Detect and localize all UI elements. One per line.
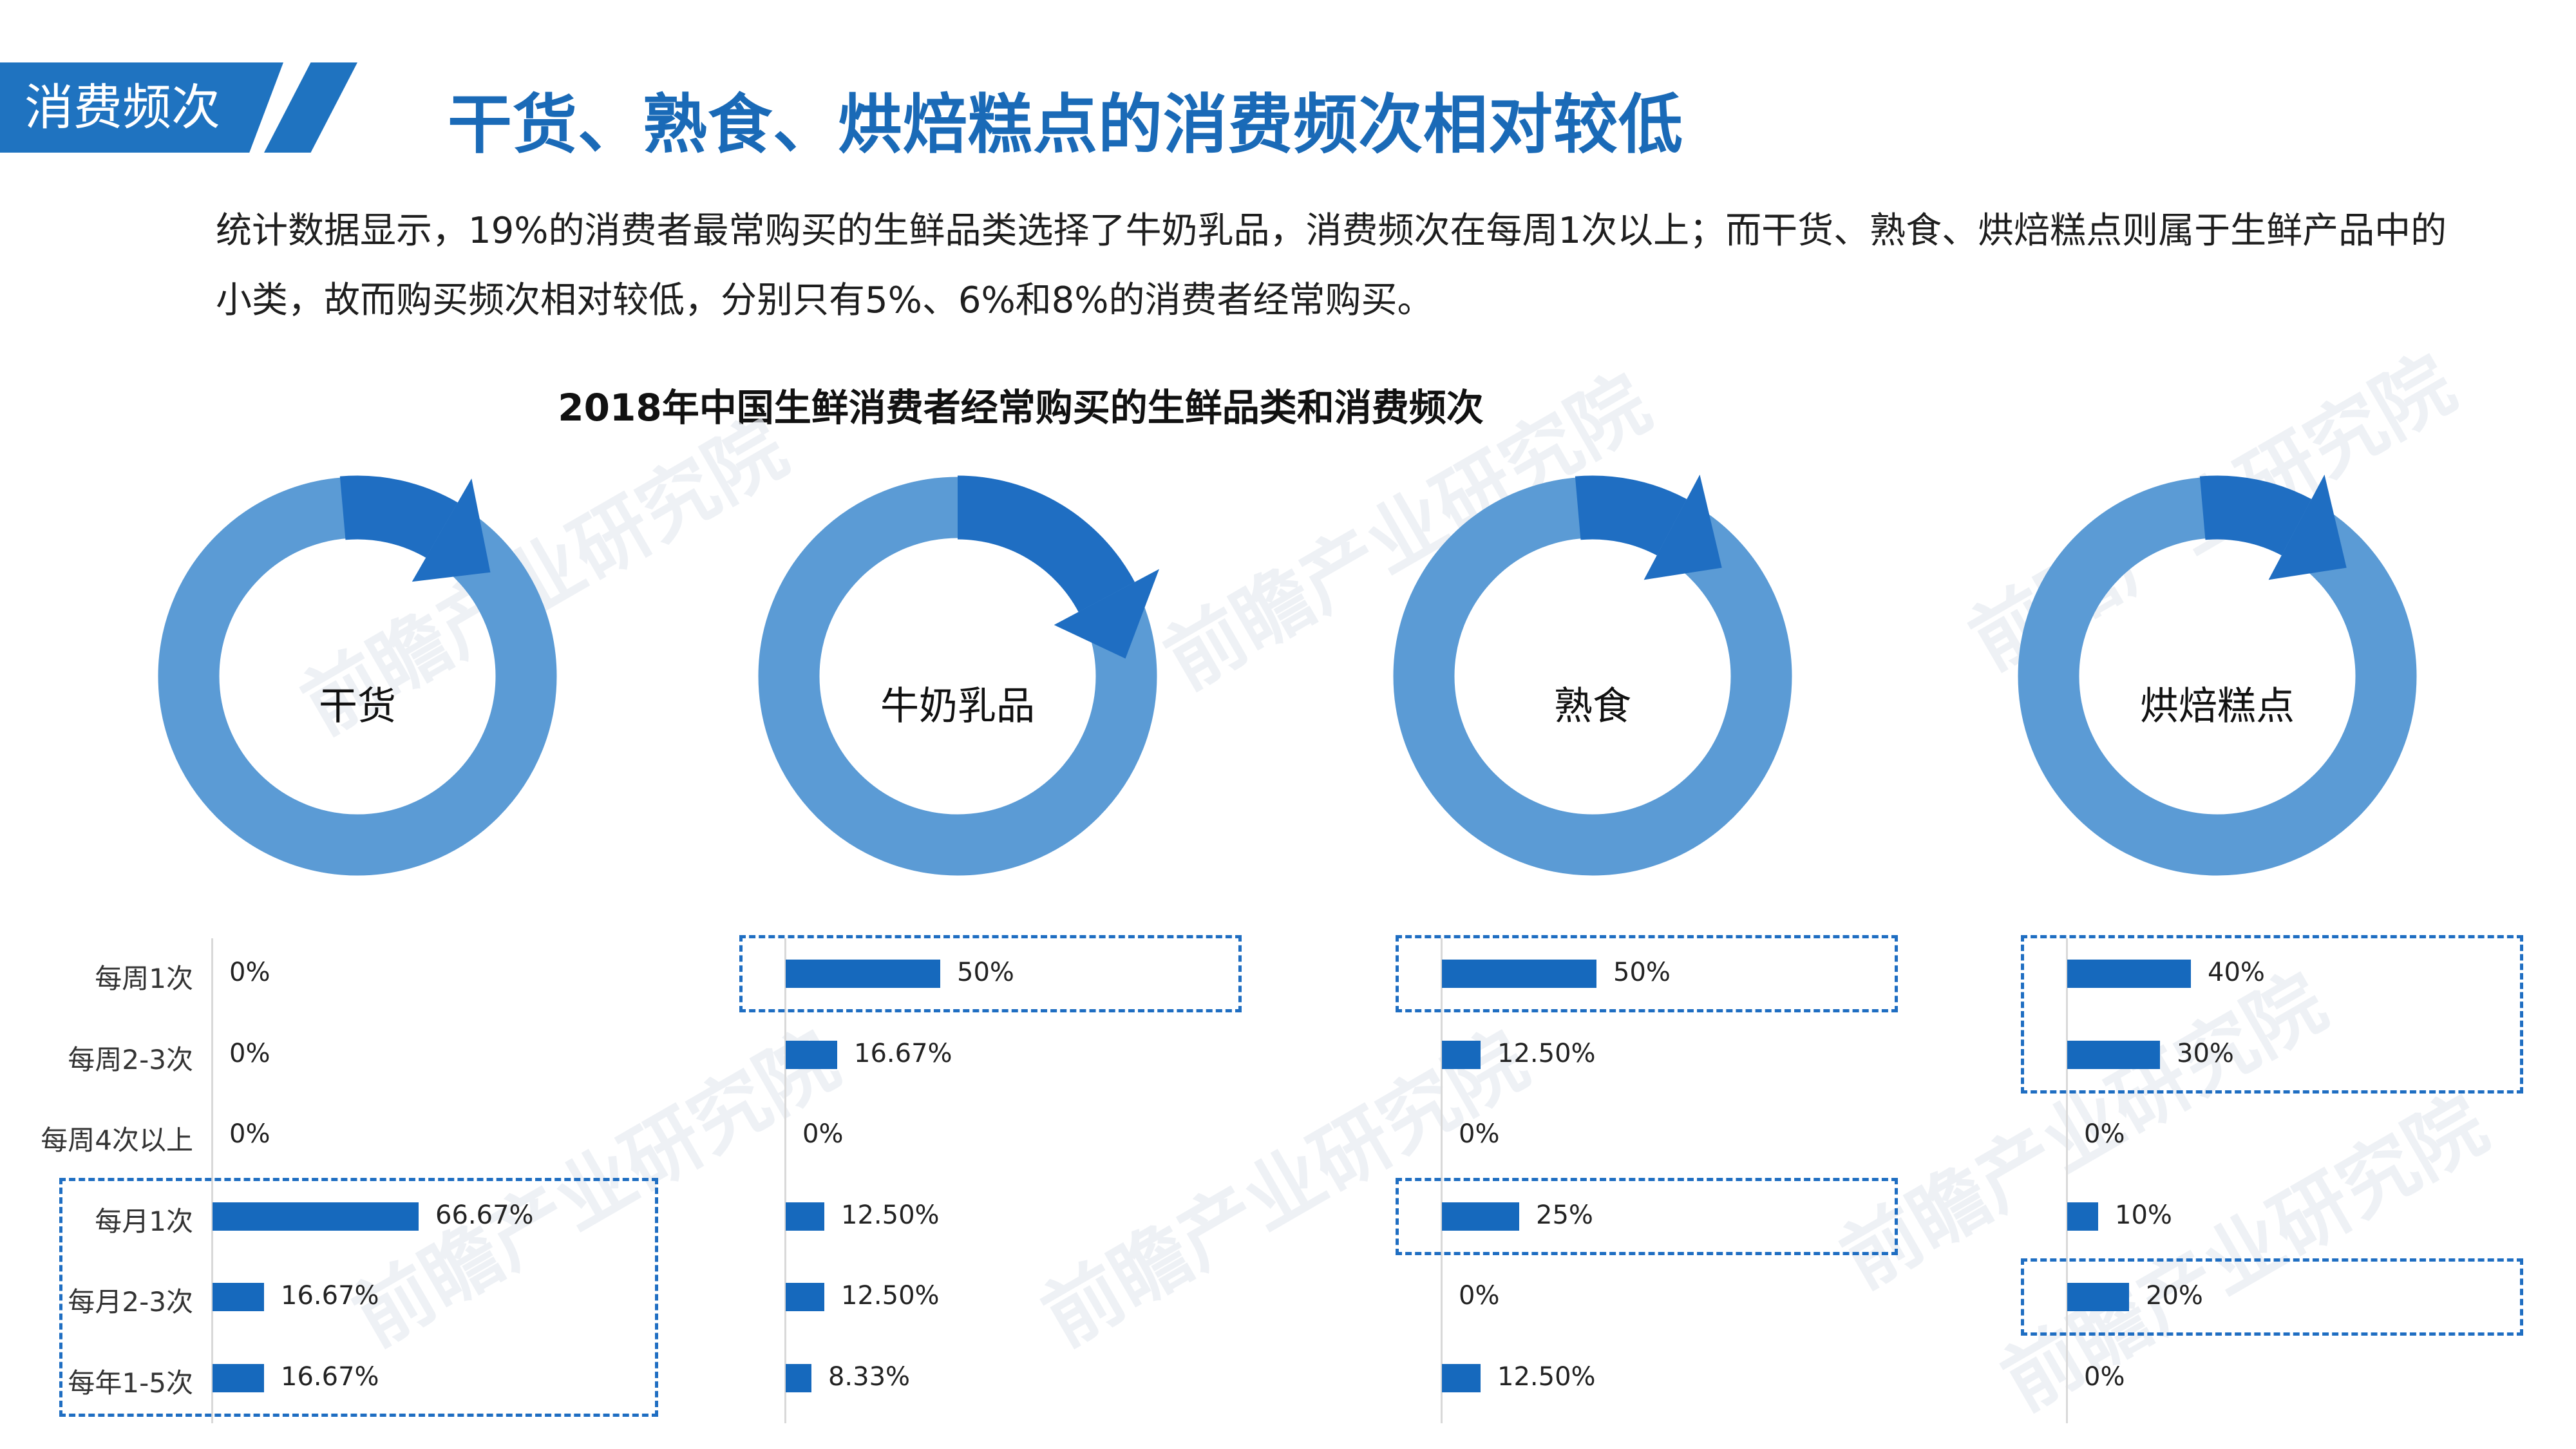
value-label: 66.67%	[435, 1200, 534, 1230]
value-label: 16.67%	[281, 1361, 379, 1392]
bar	[786, 1202, 824, 1231]
bar	[1442, 1363, 1481, 1392]
highlight-box	[1396, 1177, 1898, 1255]
highlight-box	[59, 1177, 658, 1417]
section-tag-bg	[0, 62, 283, 153]
axis-line	[2066, 938, 2068, 1423]
value-label: 8.33%	[828, 1361, 911, 1392]
category-label: 每周1次	[95, 963, 193, 994]
axis-line	[1441, 938, 1443, 1423]
bar	[1442, 960, 1596, 988]
ring-label: 烘焙糕点	[2140, 684, 2295, 729]
value-label: 0%	[2084, 1361, 2125, 1392]
ring-arrow-arc	[958, 475, 1135, 612]
ring-svg	[2018, 474, 2417, 876]
highlight-box	[2021, 1258, 2523, 1336]
ring-svg	[758, 475, 1160, 876]
bar	[786, 1283, 824, 1311]
value-label: 0%	[2084, 1119, 2125, 1149]
highlight-box	[739, 935, 1242, 1012]
chart-title: 2018年中国生鲜消费者经常购买的生鲜品类和消费频次	[558, 386, 1484, 430]
ring-arrow-head	[1054, 569, 1160, 659]
ring-label: 干货	[319, 684, 396, 729]
category-label: 每周2-3次	[68, 1043, 193, 1075]
bar	[2067, 960, 2191, 988]
value-label: 12.50%	[841, 1281, 940, 1311]
bar	[213, 1283, 265, 1311]
ring-2: 牛奶乳品	[732, 451, 1183, 902]
section-tag: 消费频次	[24, 79, 220, 136]
value-label: 40%	[2208, 958, 2265, 987]
bar	[786, 1363, 811, 1392]
value-label: 16.67%	[281, 1281, 379, 1311]
ring-3: 熟食	[1367, 451, 1818, 902]
value-label: 0%	[229, 1119, 270, 1149]
category-label: 每年1-5次	[68, 1367, 193, 1399]
value-label: 10%	[2115, 1200, 2172, 1230]
ring-arrow-head	[1643, 474, 1722, 580]
ring-1: 干货	[132, 451, 583, 902]
highlight-box	[2021, 935, 2523, 1094]
value-label: 16.67%	[854, 1038, 952, 1068]
bar	[1442, 1040, 1481, 1069]
value-label: 50%	[957, 958, 1014, 987]
value-label: 20%	[2146, 1281, 2203, 1311]
bar	[786, 1040, 838, 1069]
ring-arrow-arc	[1575, 475, 1687, 556]
bar	[786, 960, 940, 988]
category-label: 每月2-3次	[68, 1286, 193, 1318]
value-label: 12.50%	[1497, 1361, 1596, 1392]
ring-arrow-head	[2268, 474, 2347, 580]
value-label: 0%	[1459, 1119, 1500, 1149]
value-label: 0%	[802, 1119, 844, 1149]
description-text: 统计数据显示，19%的消费者最常购买的生鲜品类选择了牛奶乳品，消费频次在每周1次…	[216, 210, 2447, 321]
ring-label: 熟食	[1554, 684, 1631, 729]
ring-arrow-arc	[2199, 475, 2312, 556]
category-label: 每周4次以上	[41, 1124, 193, 1156]
ring-label: 牛奶乳品	[880, 684, 1035, 729]
ring-svg	[158, 475, 557, 876]
bar	[2067, 1202, 2098, 1231]
bar	[1442, 1202, 1519, 1231]
value-label: 0%	[229, 958, 270, 987]
axis-line	[211, 938, 213, 1423]
bar	[2067, 1283, 2129, 1311]
value-label: 0%	[1459, 1281, 1500, 1311]
ring-arrow-head	[412, 478, 491, 582]
page-title: 干货、熟食、烘焙糕点的消费频次相对较低	[448, 87, 1683, 162]
bar	[213, 1202, 419, 1231]
value-label: 12.50%	[841, 1200, 940, 1230]
value-label: 12.50%	[1497, 1038, 1596, 1068]
bar	[213, 1363, 265, 1392]
ring-arrow-arc	[339, 475, 458, 558]
bar	[2067, 1040, 2160, 1069]
category-label: 每月1次	[95, 1205, 193, 1237]
axis-line	[784, 938, 786, 1423]
value-label: 0%	[229, 1038, 270, 1068]
ring-4: 烘焙糕点	[1992, 451, 2443, 902]
value-label: 25%	[1536, 1200, 1593, 1230]
value-label: 30%	[2177, 1038, 2234, 1068]
highlight-box	[1396, 935, 1898, 1012]
value-label: 50%	[1613, 958, 1671, 987]
ring-svg	[1393, 474, 1792, 876]
